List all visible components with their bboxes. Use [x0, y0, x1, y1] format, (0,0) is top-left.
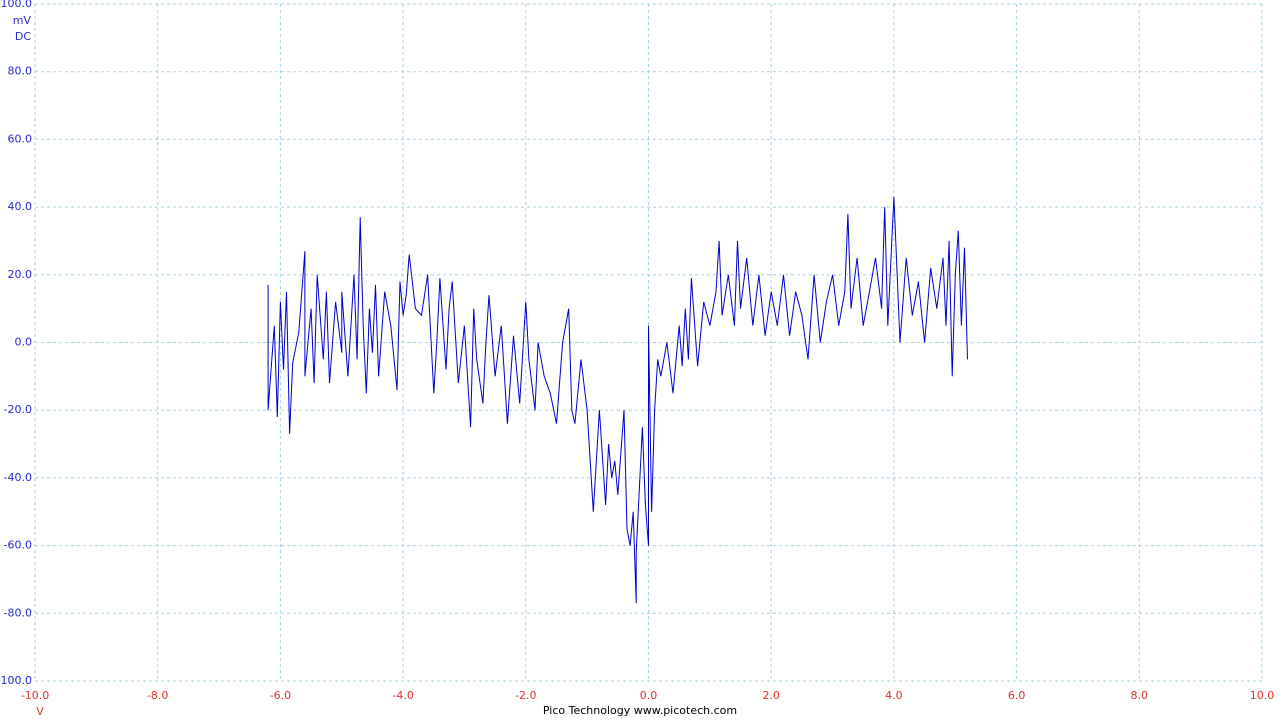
y-tick-label: -20.0 — [4, 403, 32, 416]
y-tick-label: -60.0 — [4, 539, 32, 552]
x-tick-label: 0.0 — [640, 689, 658, 702]
x-tick-label: -4.0 — [392, 689, 413, 702]
x-tick-label: 2.0 — [762, 689, 780, 702]
x-tick-label: -6.0 — [270, 689, 291, 702]
trace — [267, 196, 968, 604]
y-tick-label: -40.0 — [4, 471, 32, 484]
y-tick-label: 40.0 — [8, 200, 33, 213]
x-tick-label: 10.0 — [1250, 689, 1275, 702]
y-tick-label: 60.0 — [8, 132, 33, 145]
y-tick-label: 80.0 — [8, 65, 33, 78]
x-tick-label: 4.0 — [885, 689, 903, 702]
x-tick-label: 6.0 — [1008, 689, 1026, 702]
x-tick-label: -2.0 — [515, 689, 536, 702]
y-tick-label: -80.0 — [4, 606, 32, 619]
y-tick-label: -100.0 — [0, 674, 32, 687]
y-tick-label: 100.0 — [1, 0, 33, 10]
y-tick-label: 0.0 — [15, 336, 33, 349]
x-tick-label: -10.0 — [21, 689, 49, 702]
y-unit: mV — [13, 14, 32, 27]
coupling: DC — [15, 30, 31, 43]
x-tick-label: 8.0 — [1131, 689, 1149, 702]
credit: Pico Technology www.picotech.com — [543, 704, 737, 717]
y-tick-label: 20.0 — [8, 268, 33, 281]
x-tick-label: -8.0 — [147, 689, 168, 702]
x-unit: V — [36, 705, 44, 718]
